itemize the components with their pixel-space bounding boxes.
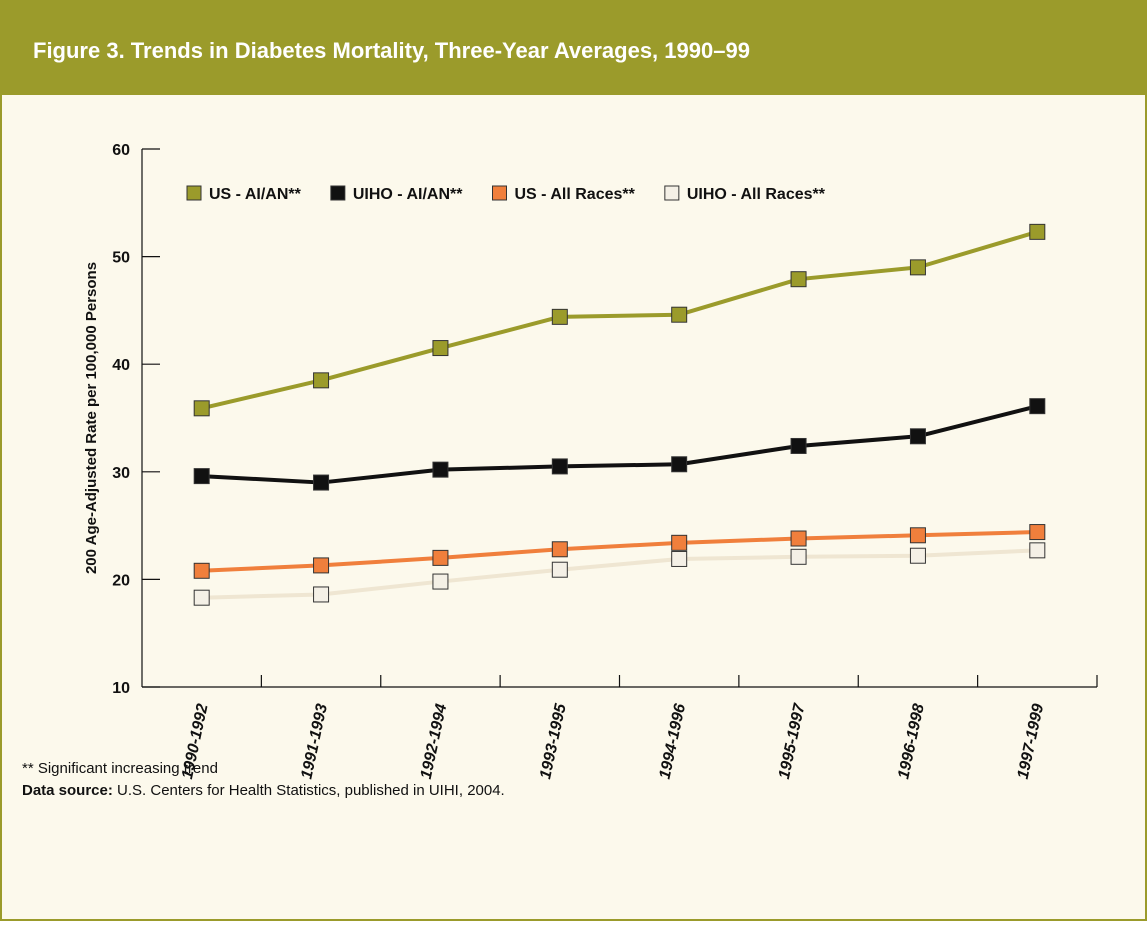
- y-tick-label: 20: [112, 572, 130, 589]
- footnote: ** Significant increasing trend: [22, 760, 218, 777]
- marker: [313, 372, 330, 389]
- legend-label: UIHO - All Races**: [687, 186, 826, 203]
- marker: [671, 550, 688, 567]
- marker: [790, 437, 807, 454]
- marker: [909, 259, 926, 276]
- legend-label: US - AI/AN**: [209, 186, 302, 203]
- legend-swatch: [664, 185, 680, 201]
- marker: [671, 534, 688, 551]
- marker: [432, 461, 449, 478]
- marker: [313, 586, 330, 603]
- marker: [193, 562, 210, 579]
- marker: [1029, 398, 1046, 415]
- legend-swatch: [330, 185, 346, 201]
- source-label: Data source:: [22, 782, 113, 799]
- marker: [909, 527, 926, 544]
- series-line: [201, 530, 1038, 573]
- marker: [671, 456, 688, 473]
- marker: [551, 308, 568, 325]
- legend-label: US - All Races**: [515, 186, 636, 203]
- marker: [193, 400, 210, 417]
- series-line: [201, 404, 1038, 485]
- series-line: [201, 548, 1038, 600]
- y-axis-label: 200 Age-Adjusted Rate per 100,000 Person…: [83, 262, 100, 574]
- legend-swatch: [186, 185, 202, 201]
- legend-label: UIHO - AI/AN**: [353, 186, 463, 203]
- series-line: [201, 229, 1038, 411]
- marker: [551, 561, 568, 578]
- marker: [790, 530, 807, 547]
- marker: [1029, 542, 1046, 559]
- marker: [432, 549, 449, 566]
- y-tick-label: 10: [112, 680, 130, 697]
- marker: [193, 589, 210, 606]
- y-tick-label: 50: [112, 250, 130, 267]
- marker: [551, 458, 568, 475]
- marker: [1029, 223, 1046, 240]
- marker: [551, 541, 568, 558]
- marker: [313, 474, 330, 491]
- marker: [671, 306, 688, 323]
- y-tick-label: 40: [112, 357, 130, 374]
- marker: [790, 271, 807, 288]
- marker: [432, 340, 449, 357]
- marker: [432, 573, 449, 590]
- y-tick-label: 60: [112, 142, 130, 159]
- legend-swatch: [492, 185, 507, 201]
- marker: [790, 548, 807, 565]
- marker: [313, 557, 330, 574]
- chart-title: Figure 3. Trends in Diabetes Mortality, …: [33, 38, 750, 63]
- marker: [1029, 524, 1046, 541]
- source-text: U.S. Centers for Health Statistics, publ…: [117, 782, 505, 799]
- marker: [193, 468, 210, 485]
- y-tick-label: 30: [112, 465, 130, 482]
- marker: [909, 428, 926, 445]
- header-band: [0, 0, 1147, 95]
- marker: [909, 547, 926, 564]
- source: Data source: U.S. Centers for Health Sta…: [22, 782, 505, 799]
